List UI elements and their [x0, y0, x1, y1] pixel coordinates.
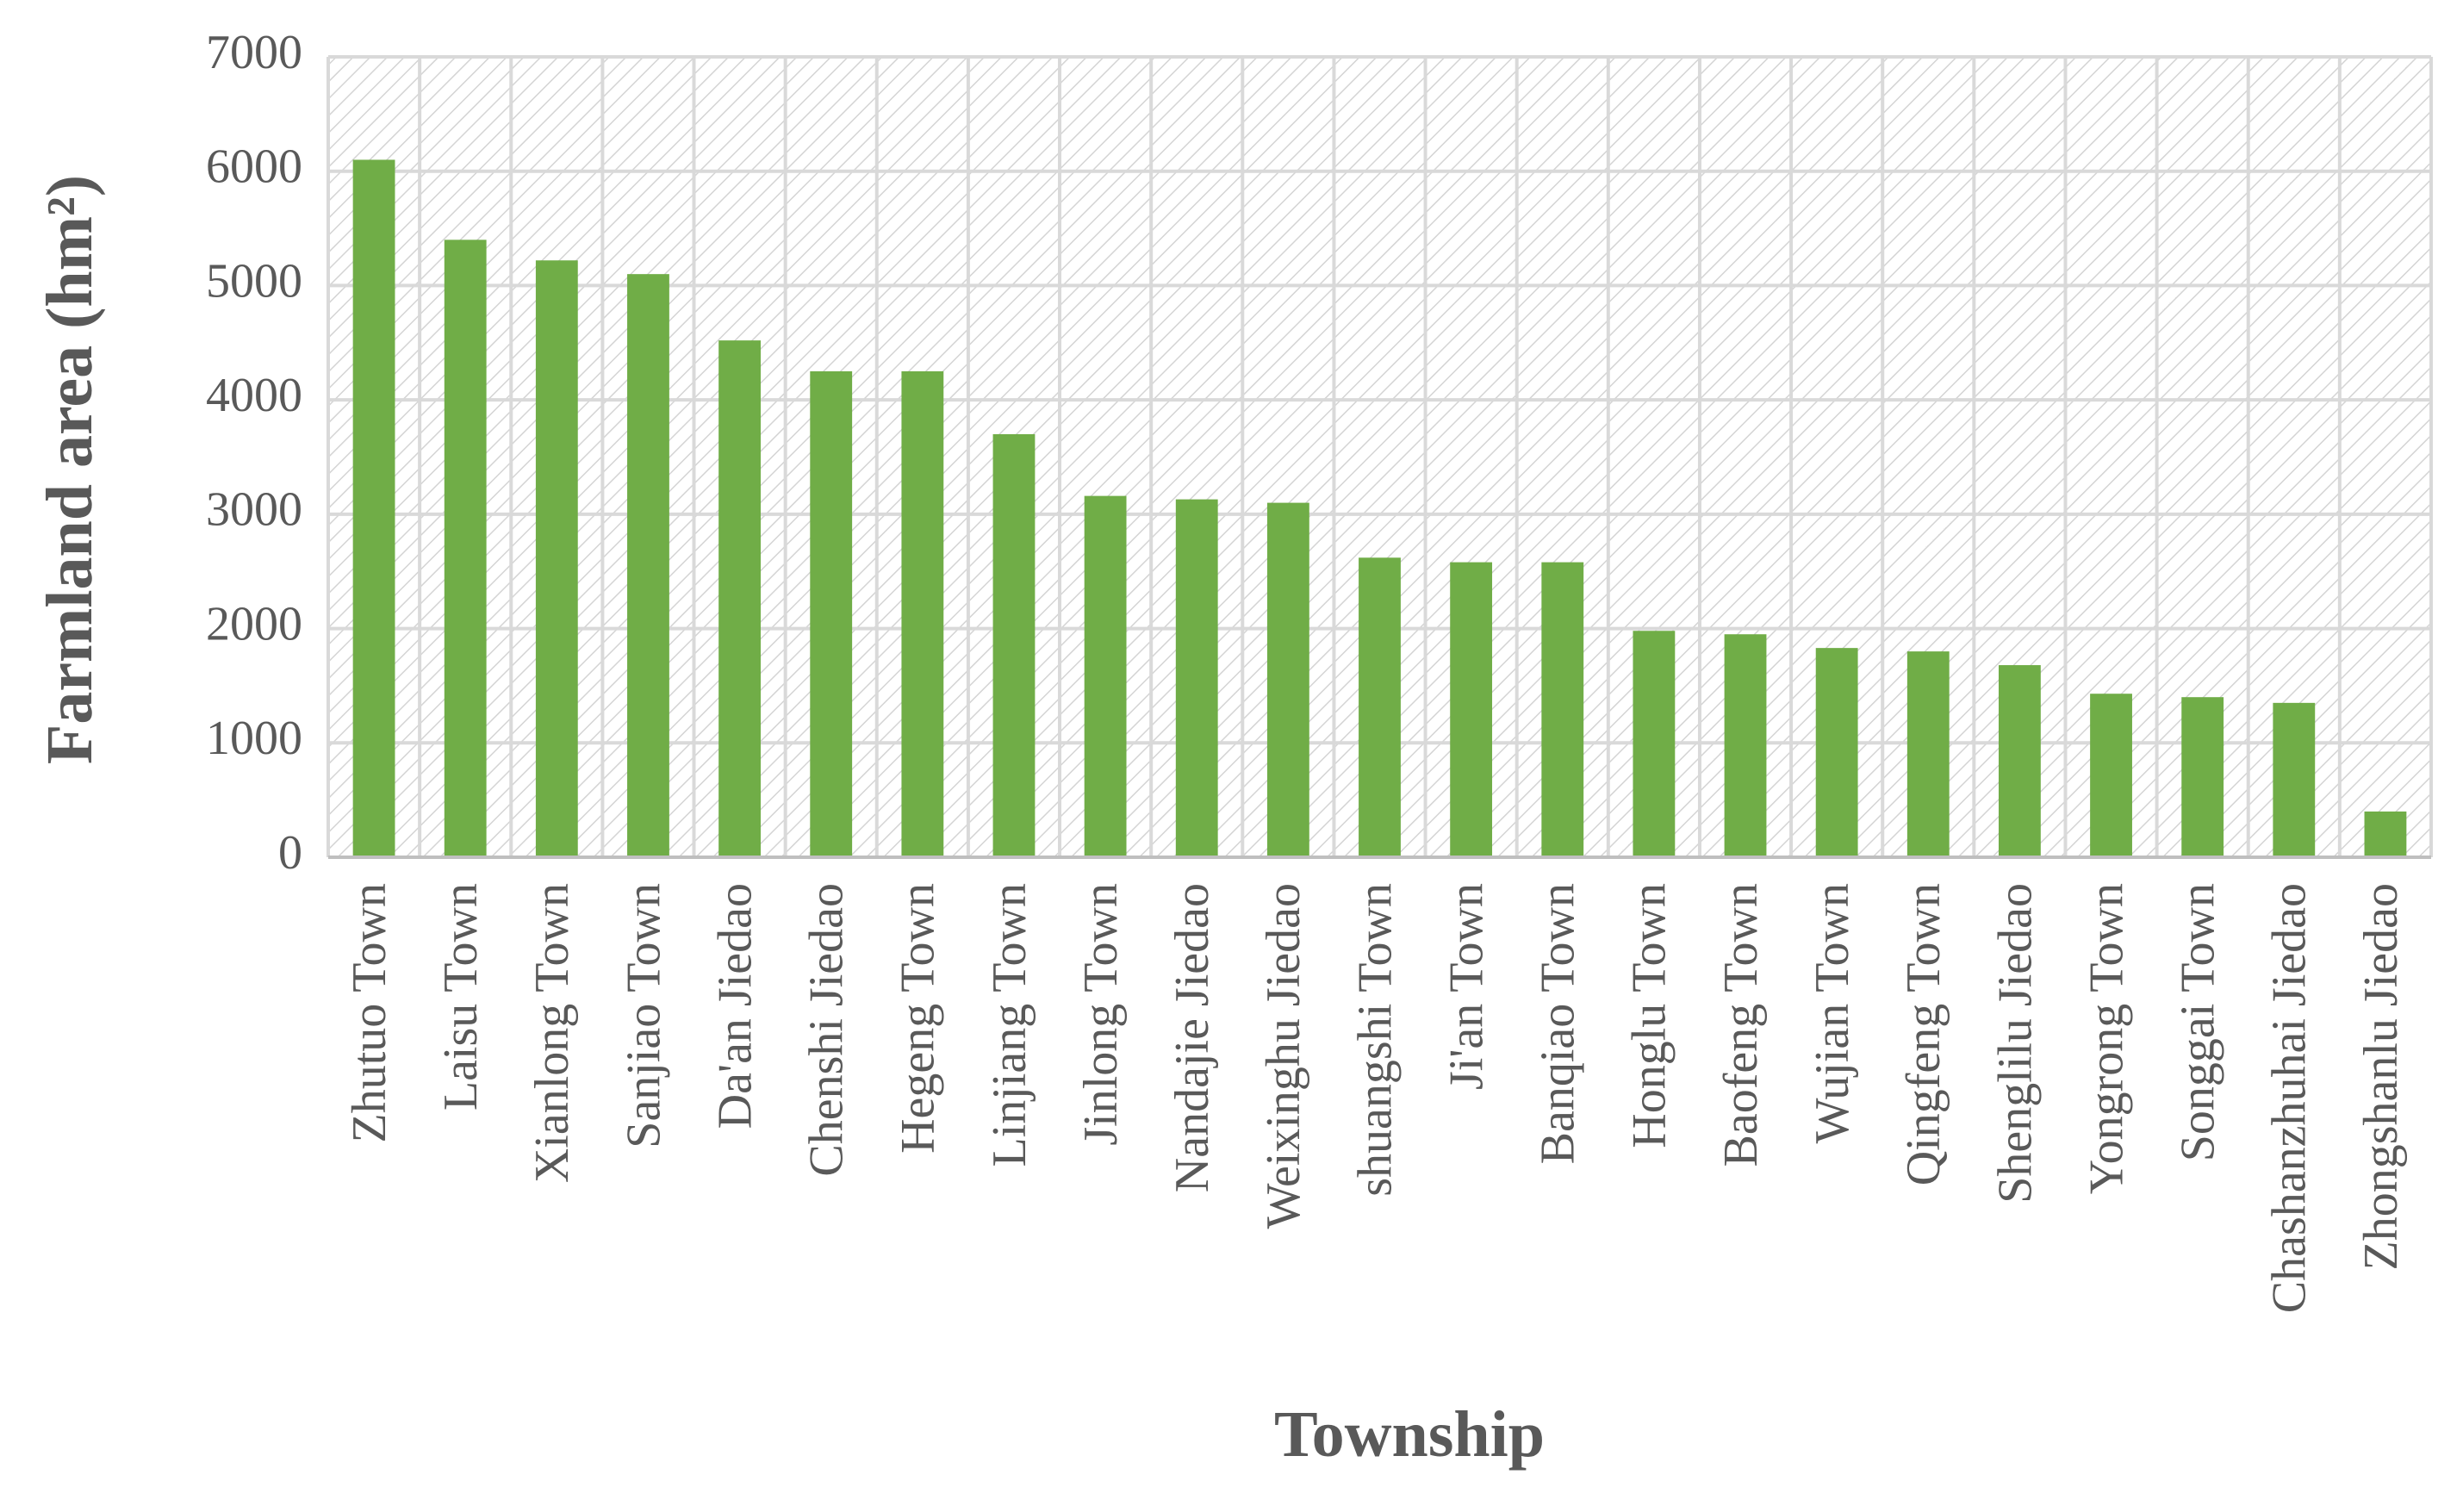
- y-tick-label: 4000: [206, 369, 302, 422]
- bar: [1999, 665, 2041, 857]
- bar: [1359, 557, 1401, 857]
- bar: [627, 274, 669, 858]
- bar: [2181, 697, 2224, 857]
- x-tick-label: Shenglilu Jiedao: [1988, 883, 2042, 1204]
- x-tick-label: Ji'an Town: [1440, 883, 1493, 1090]
- bar: [535, 260, 578, 857]
- bar: [901, 370, 944, 857]
- bar: [444, 240, 487, 857]
- x-tick-label: Chenshi Jiedao: [800, 883, 854, 1177]
- bar: [1175, 499, 1218, 857]
- bar: [1633, 631, 1676, 857]
- x-tick-label: Zhutuo Town: [343, 883, 396, 1143]
- x-tick-label: Sanjiao Town: [617, 883, 670, 1148]
- y-tick-label: 2000: [206, 597, 302, 650]
- bar: [1906, 651, 1950, 857]
- bar: [1724, 634, 1767, 857]
- x-tick-label: Jinlong Town: [1074, 883, 1128, 1146]
- bar: [992, 433, 1036, 857]
- x-tick-label: Honglu Town: [1623, 883, 1676, 1148]
- bar: [1815, 648, 1858, 857]
- y-tick-label: 7000: [206, 26, 302, 79]
- y-tick-label: 5000: [206, 254, 302, 308]
- x-tick-label: Zhongshanlu Jiedao: [2354, 883, 2408, 1270]
- x-tick-label: Songgai Town: [2172, 883, 2225, 1161]
- x-tick-label: Nandajie Jiedao: [1166, 883, 1219, 1192]
- bar: [1450, 562, 1493, 857]
- x-tick-label: Wujian Town: [1806, 883, 1859, 1143]
- x-tick-label: Banqiao Town: [1532, 883, 1585, 1164]
- y-tick-label: 3000: [206, 483, 302, 537]
- bar: [2090, 694, 2132, 857]
- x-tick-label: Da'an Jiedao: [708, 883, 762, 1129]
- y-axis-title: Farmland area (hm²): [34, 175, 106, 764]
- bar: [810, 370, 853, 857]
- x-tick-label: shuangshi Town: [1348, 883, 1402, 1197]
- x-tick-label: Weixinghu Jiedao: [1257, 883, 1310, 1229]
- x-tick-label: Hegeng Town: [892, 883, 945, 1154]
- bar: [1266, 502, 1309, 857]
- y-tick-label: 0: [278, 826, 302, 880]
- bar: [2273, 702, 2316, 857]
- x-tick-label: Yongrong Town: [2080, 883, 2133, 1194]
- x-tick-label: Laisu Town: [434, 883, 488, 1111]
- x-tick-label: Chashanzhuhai Jiedao: [2263, 883, 2317, 1313]
- bar: [1541, 562, 1584, 857]
- bar: [352, 159, 395, 857]
- x-tick-label: Qingfeng Town: [1897, 883, 1950, 1185]
- x-tick-label: Linjiang Town: [983, 883, 1036, 1167]
- bar: [2364, 811, 2407, 857]
- x-tick-label: Xianlong Town: [526, 883, 579, 1183]
- y-tick-label: 6000: [206, 140, 302, 194]
- bar: [718, 340, 761, 857]
- y-tick-label: 1000: [206, 712, 302, 765]
- x-tick-label: Baofeng Town: [1714, 883, 1768, 1167]
- x-axis-title: Township: [1274, 1398, 1545, 1471]
- bar: [1084, 495, 1127, 857]
